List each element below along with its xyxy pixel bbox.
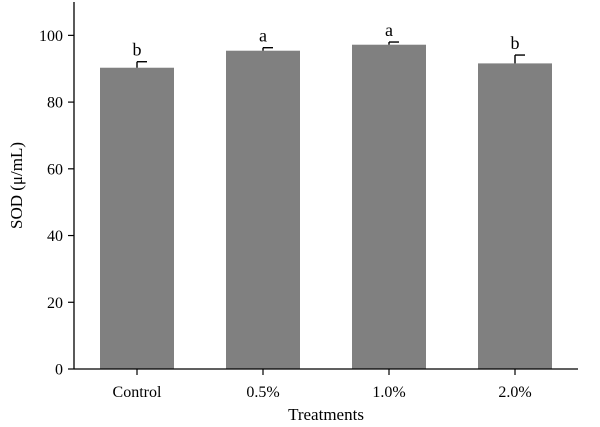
axes-layer bbox=[73, 2, 578, 370]
x-axis-title: Treatments bbox=[288, 405, 364, 424]
y-axis-title: SOD (μ/mL) bbox=[7, 142, 26, 229]
bar bbox=[100, 67, 174, 369]
y-tick-label: 80 bbox=[47, 95, 63, 112]
significance-letter: b bbox=[511, 33, 520, 53]
bar bbox=[352, 44, 426, 370]
y-tick-label: 100 bbox=[39, 28, 63, 45]
bar bbox=[478, 63, 552, 369]
y-tick-label: 60 bbox=[47, 161, 63, 178]
y-tick-label: 0 bbox=[55, 362, 63, 379]
x-tick-label: Control bbox=[113, 384, 162, 401]
y-ticks-layer: 0 20 40 60 80 100 bbox=[39, 28, 74, 379]
significance-letter: a bbox=[259, 26, 267, 46]
x-tick-label: 1.0% bbox=[372, 384, 405, 401]
significance-letter: b bbox=[133, 40, 142, 60]
x-tick-label: 2.0% bbox=[498, 384, 531, 401]
bars-layer bbox=[100, 44, 552, 370]
bar bbox=[226, 50, 300, 370]
x-ticks-layer: Control 0.5% 1.0% 2.0% bbox=[113, 369, 532, 401]
significance-letter: a bbox=[385, 20, 393, 40]
y-tick-label: 20 bbox=[47, 295, 63, 312]
significance-letters-layer: b a a b bbox=[133, 20, 520, 60]
y-tick-label: 40 bbox=[47, 228, 63, 245]
x-tick-label: 0.5% bbox=[246, 384, 279, 401]
error-bars-layer bbox=[136, 41, 525, 68]
